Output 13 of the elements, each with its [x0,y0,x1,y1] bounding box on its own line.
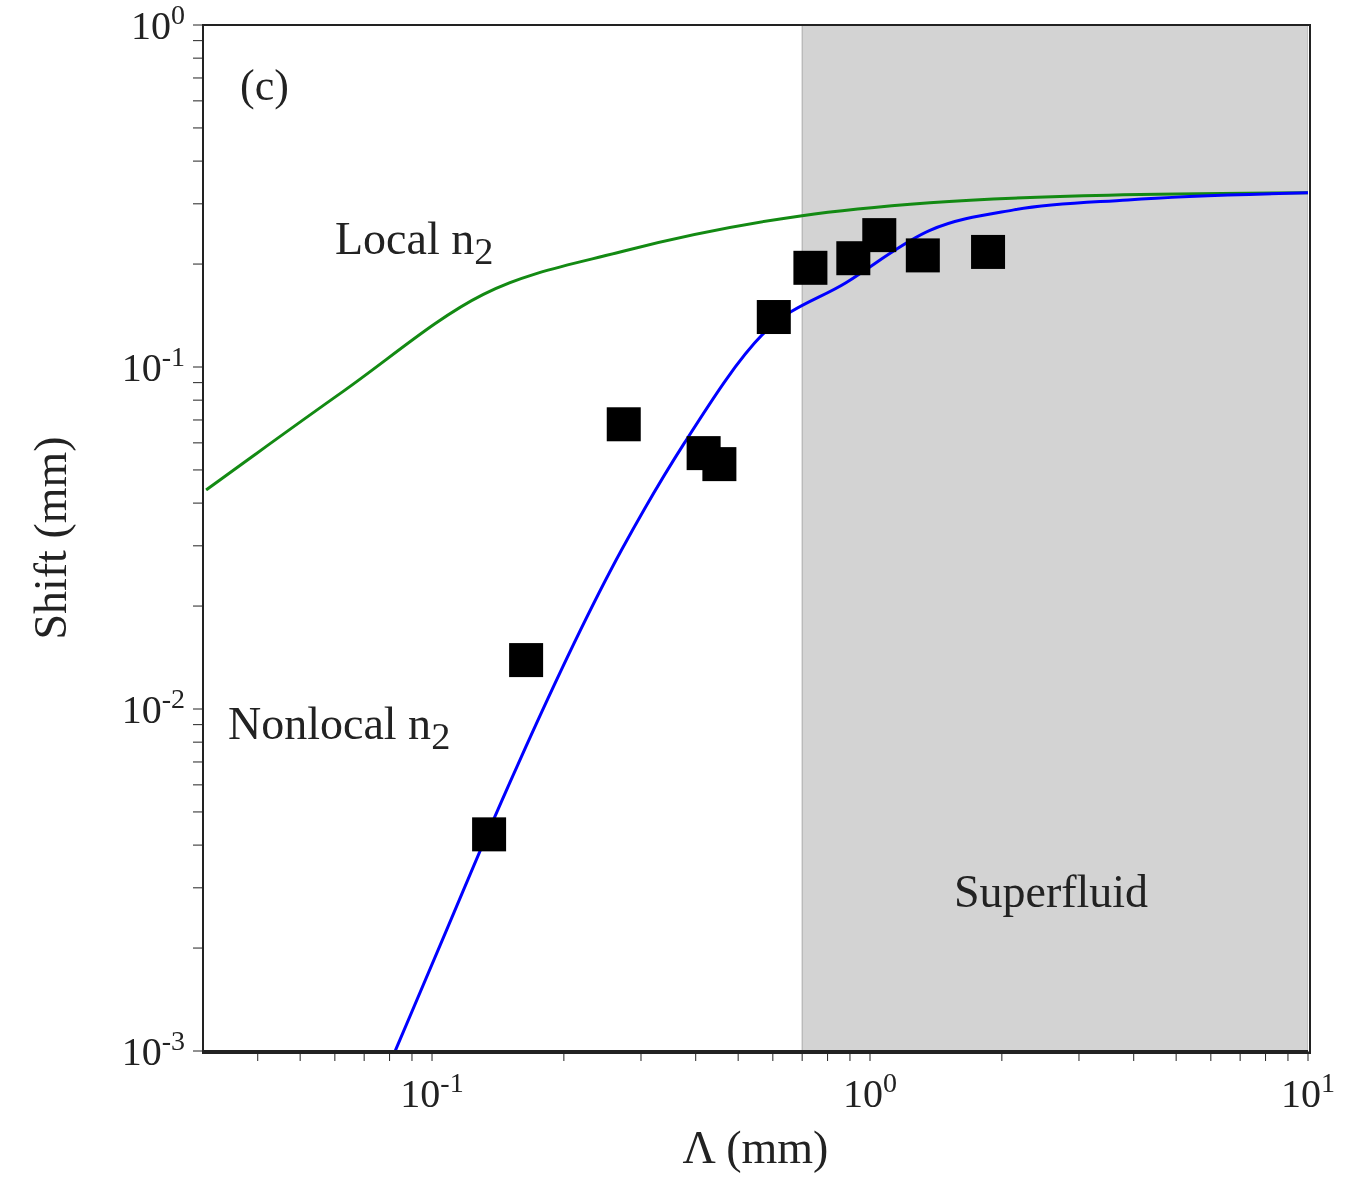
y-tick-label: 10$^{-3}$ [121,1024,185,1074]
y-axis-title: Shift (mm) [23,436,77,640]
x-tick-label: 10$^{-1}$ [400,1066,464,1116]
x-tick-label: 10$^{1}$ [1281,1066,1335,1116]
band-label: Superfluid [953,866,1149,918]
series-label: Nonlocal n$_{2}$ [228,697,451,759]
y-tick-label: 10$^{-2}$ [121,682,185,732]
series-label: Local n$_{2}$ [335,212,494,274]
y-tick-label: 10$^{-1}$ [121,340,185,390]
x-tick-label: 10$^{0}$ [843,1066,898,1116]
x-axis-title: Λ (mm) [682,1121,829,1174]
y-tick-label: 10$^{0}$ [131,0,185,48]
annotation: (c) [240,60,289,111]
